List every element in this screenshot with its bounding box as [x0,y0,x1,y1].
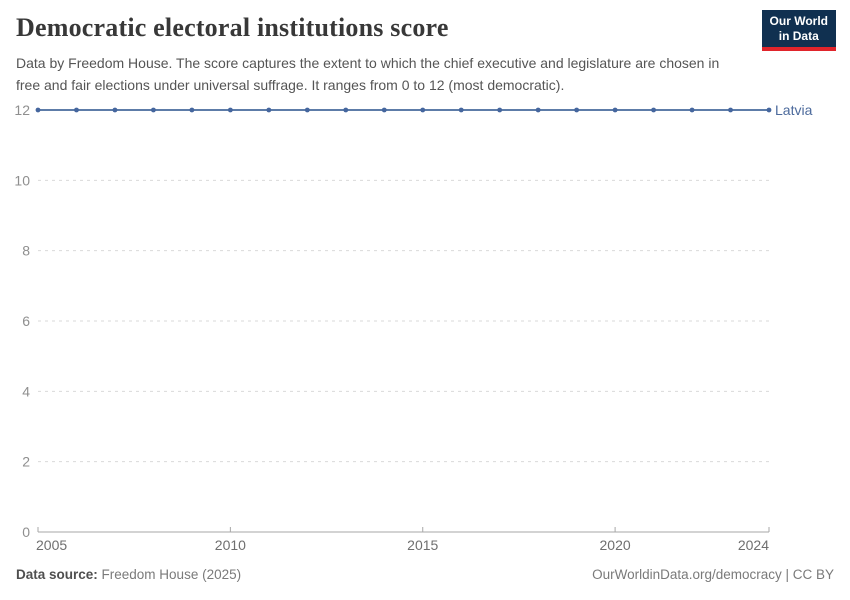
svg-text:2005: 2005 [36,537,67,553]
data-point [728,107,733,113]
chart-footer: Data source: Freedom House (2025) OurWor… [16,567,834,582]
data-point [689,107,695,113]
footer-url-license[interactable]: OurWorldinData.org/democracy | CC BY [592,567,834,582]
data-point [112,107,118,113]
svg-text:6: 6 [22,313,30,329]
chart-title: Democratic electoral institutions score [16,13,449,42]
owid-logo-line2: in Data [778,29,819,43]
data-point [612,107,618,113]
svg-text:8: 8 [22,243,30,259]
svg-text:2015: 2015 [407,537,438,553]
gridlines [38,109,769,463]
svg-text:2024: 2024 [738,537,769,553]
data-point [227,107,233,113]
svg-text:2010: 2010 [215,537,246,553]
y-axis-labels: 0 2 4 6 8 10 12 [14,102,30,540]
owid-logo-line1: Our World [769,14,828,28]
data-point [35,107,41,113]
line-chart[interactable]: 0 2 4 6 8 10 12 2005 2010 2015 2020 2024 [0,95,850,565]
data-point [343,107,349,113]
series-label-latvia[interactable]: Latvia [775,102,813,118]
svg-text:4: 4 [22,383,30,399]
data-point [74,107,79,113]
data-point [266,107,272,113]
data-point [151,107,156,113]
data-point [535,107,541,113]
data-point [304,107,310,113]
x-axis: 2005 2010 2015 2020 2024 [36,527,770,553]
data-series-latvia[interactable] [35,107,772,113]
data-point [766,107,772,113]
svg-text:2: 2 [22,454,30,470]
svg-text:2020: 2020 [600,537,631,553]
svg-text:12: 12 [14,102,30,118]
data-point [497,107,503,113]
chart-subtitle: Data by Freedom House. The score capture… [16,55,720,93]
data-point [420,107,426,113]
data-point [651,107,656,113]
data-point [189,107,195,113]
data-point [381,107,387,113]
data-source-line[interactable]: Data source: Freedom House (2025) [16,567,241,582]
svg-text:0: 0 [22,524,30,540]
owid-logo: Our World in Data [761,10,836,51]
svg-text:10: 10 [14,172,30,188]
data-point [574,107,580,113]
data-point [458,107,464,113]
data-source-label: Data source: [16,567,98,582]
data-source-value: Freedom House (2025) [97,567,242,582]
